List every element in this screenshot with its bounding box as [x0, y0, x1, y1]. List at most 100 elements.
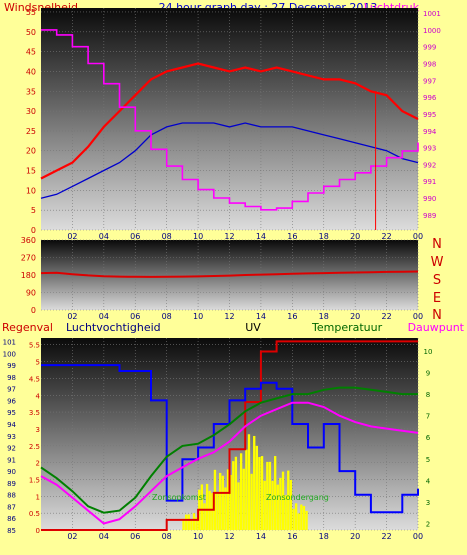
wind-tick-label: 30	[26, 107, 36, 116]
humidity-tick-label: 86	[7, 515, 16, 523]
solar-bar	[182, 518, 185, 530]
temperature-tick-label: 4	[426, 477, 431, 485]
pressure-tick-label: 993	[423, 145, 436, 153]
direction-tick-label: 0	[31, 306, 36, 315]
humidity-tick-label: 85	[7, 527, 16, 535]
x-tick-label: 02	[67, 232, 77, 241]
x-tick-label: 18	[319, 312, 329, 321]
x-tick-label: 14	[256, 532, 266, 541]
humidity-tick-label: 87	[7, 503, 16, 511]
solar-bar	[232, 461, 235, 530]
rain-tick-label: 3.5	[29, 409, 40, 417]
solar-bar	[184, 514, 188, 530]
wind-tick-label: 5	[31, 206, 36, 215]
sunrise-annotation: Zonsopkomst	[152, 493, 206, 502]
temperature-tick-label: 2	[426, 521, 430, 529]
humidity-tick-label: 99	[7, 362, 16, 370]
direction-tick-label: 180	[21, 271, 36, 280]
temperature-tick-label: 10	[424, 348, 433, 356]
direction-tick-label: 90	[26, 289, 36, 298]
solar-bar	[268, 461, 272, 530]
solar-bar	[229, 474, 232, 530]
x-tick-label: 14	[256, 232, 266, 241]
dewpoint-series	[40, 401, 419, 525]
rain-tick-label: 0	[36, 527, 40, 535]
x-tick-label: 16	[287, 312, 297, 321]
solar-bar	[250, 473, 253, 530]
rain-tick-label: 2.5	[29, 443, 40, 451]
temperature-series	[40, 386, 418, 514]
humidity-tick-label: 91	[7, 456, 16, 464]
temperature-tick-label: 6	[426, 434, 431, 442]
humidity-tick-label: 93	[7, 433, 16, 441]
humidity-tick-label: 96	[7, 397, 16, 405]
rain-tick-label: 1	[36, 493, 40, 501]
pressure-tick-label: 999	[423, 44, 436, 52]
rain-tick-label: 4.5	[29, 375, 40, 383]
solar-bar	[200, 484, 204, 530]
temperature-tick-label: 5	[426, 456, 430, 464]
humidity-tick-label: 92	[7, 445, 16, 453]
wind-gust-series	[40, 122, 419, 199]
solar-bar	[279, 477, 282, 530]
humidity-tick-label: 98	[7, 374, 16, 382]
wind-tick-label: 45	[26, 48, 36, 57]
x-tick-label: 08	[162, 232, 172, 241]
sunset-annotation: Zonsondergang	[266, 493, 329, 502]
x-tick-label: 06	[130, 232, 140, 241]
humidity-label: Luchtvochtigheid	[66, 321, 161, 334]
solar-bar	[276, 484, 279, 530]
humidity-tick-label: 88	[7, 492, 16, 500]
solar-bar	[281, 471, 285, 530]
pressure-tick-label: 992	[423, 161, 436, 169]
humidity-tick-label: 95	[7, 409, 16, 417]
rain-tick-label: 1.5	[29, 476, 40, 484]
solar-bar	[242, 468, 245, 530]
humidity-tick-label: 94	[7, 421, 16, 429]
temperature-tick-label: 9	[426, 370, 430, 378]
uv-label: UV	[245, 321, 261, 334]
solar-bar	[294, 503, 298, 530]
temperature-tick-label: 7	[426, 413, 430, 421]
solar-bar	[195, 517, 198, 530]
rain-axis-label: Regenval	[2, 321, 53, 334]
rain-tick-label: 5	[36, 359, 40, 367]
wind-tick-label: 40	[26, 67, 36, 76]
rain-tick-label: 2	[36, 460, 40, 468]
temperature-label: Temperatuur	[311, 321, 383, 334]
wind-speed-series	[40, 62, 419, 180]
solar-bar	[260, 456, 264, 530]
rain-tick-label: 3	[36, 426, 40, 434]
solar-bar	[271, 480, 274, 530]
dewpoint-label: Dauwpunt	[408, 321, 465, 334]
x-tick-label: 06	[130, 532, 140, 541]
x-tick-label: 02	[67, 312, 77, 321]
x-tick-label: 10	[193, 532, 203, 541]
x-tick-label: 16	[287, 532, 297, 541]
temperature-tick-label: 8	[426, 391, 430, 399]
solar-bar	[289, 480, 293, 530]
humidity-tick-label: 100	[3, 350, 16, 358]
solar-bar	[253, 435, 256, 530]
x-tick-label: 04	[99, 232, 109, 241]
solar-bar	[284, 495, 287, 530]
x-tick-label: 20	[350, 532, 360, 541]
temperature-tick-label: 3	[426, 499, 430, 507]
direction-tick-label: 360	[21, 236, 36, 245]
compass-label-n-bottom: N	[432, 308, 442, 323]
solar-bar	[255, 445, 258, 530]
wind-tick-label: 25	[26, 127, 36, 136]
solar-bar	[187, 514, 190, 530]
pressure-tick-label: 990	[423, 195, 436, 203]
x-tick-label: 10	[193, 232, 203, 241]
wind-tick-label: 55	[26, 8, 36, 17]
solar-bar	[205, 483, 209, 530]
x-tick-label: 10	[193, 312, 203, 321]
rain-series	[41, 340, 418, 531]
solar-bar	[213, 469, 217, 530]
x-tick-label: 06	[130, 312, 140, 321]
solar-bar	[239, 453, 243, 530]
compass-label-e: E	[433, 291, 441, 306]
humidity-series	[41, 364, 419, 514]
